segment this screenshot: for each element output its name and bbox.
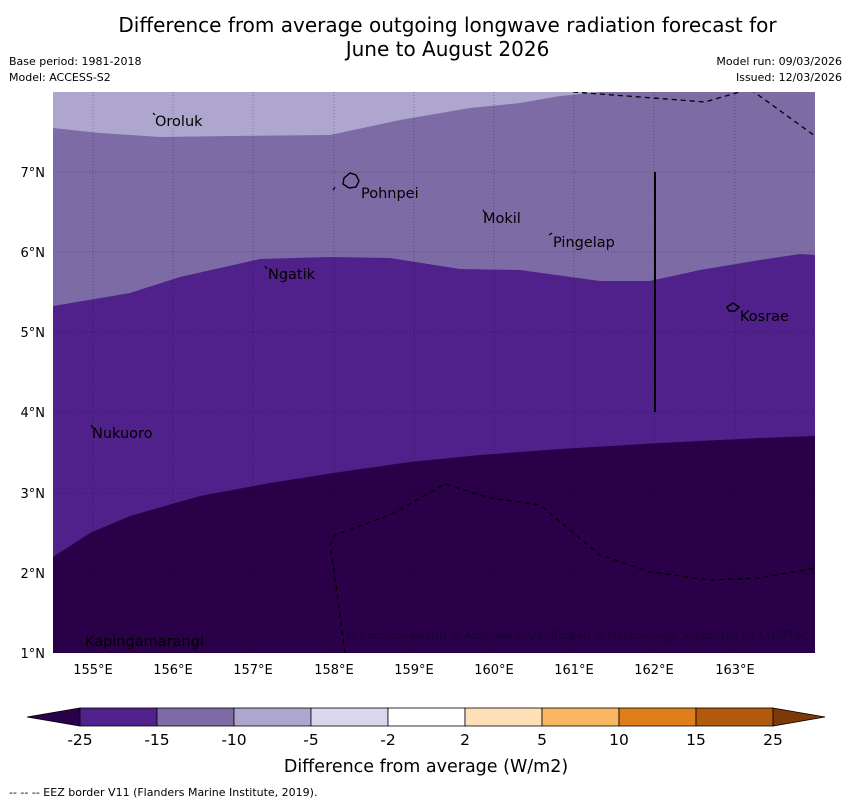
- colorbar-cell-9: [695, 707, 774, 727]
- lon-tick-161e: 161°E: [554, 663, 594, 678]
- colorbar-tick-3: -5: [303, 731, 318, 749]
- colorbar-tick-4: -2: [380, 731, 395, 749]
- mokil-marker: [482, 209, 486, 214]
- model-name: Model: ACCESS-S2: [9, 71, 111, 84]
- eez-border-south: [329, 483, 815, 653]
- lon-tick-160e: 160°E: [474, 663, 514, 678]
- colorbar-cell-2: [156, 707, 235, 727]
- map-area: Oroluk Pohnpei Mokil Pingelap Ngatik Kos…: [53, 92, 815, 653]
- region-below-minus25: [53, 436, 815, 653]
- lat-tick-labels: 7°N 6°N 5°N 4°N 3°N 2°N 1°N: [21, 166, 46, 662]
- place-label-kosrae: Kosrae: [740, 309, 789, 325]
- colorbar-tick-0: -25: [67, 731, 92, 749]
- title-line-1: Difference from average outgoing longwav…: [118, 13, 777, 37]
- lon-tick-157e: 157°E: [233, 663, 273, 678]
- ant-atoll-marker: [332, 186, 336, 191]
- lat-tick-4n: 4°N: [21, 406, 46, 421]
- oroluk-marker: [152, 112, 156, 116]
- colorbar-cell-low-extend: [26, 707, 81, 727]
- colorbar-tick-5: 2: [460, 731, 470, 749]
- lon-tick-163e: 163°E: [715, 663, 755, 678]
- title-line-2: June to August 2026: [345, 37, 550, 61]
- lat-tick-7n: 7°N: [21, 166, 46, 181]
- lon-tick-labels: 155°E 156°E 157°E 158°E 159°E 160°E 161°…: [73, 663, 755, 678]
- model-run: Model run: 09/03/2026: [716, 55, 842, 68]
- colorbar-tick-1: -15: [144, 731, 169, 749]
- colorbar-cell-7: [541, 707, 620, 727]
- pingelap-marker: [548, 232, 553, 236]
- colorbar-cell-high-extend: [772, 707, 826, 727]
- lat-tick-5n: 5°N: [21, 326, 46, 341]
- place-label-pohnpei: Pohnpei: [361, 186, 419, 202]
- place-label-pingelap: Pingelap: [553, 235, 615, 251]
- ngatik-marker: [264, 265, 268, 270]
- place-label-nukuoro: Nukuoro: [92, 426, 153, 442]
- lon-tick-158e: 158°E: [314, 663, 354, 678]
- colorbar-tick-8: 15: [686, 731, 706, 749]
- colorbar-tick-6: 5: [537, 731, 547, 749]
- colorbar: -25 -15 -10 -5 -2 2 5 10 15 25 Differenc…: [26, 707, 826, 777]
- colorbar-cell-8: [618, 707, 697, 727]
- pohnpei-island: [342, 172, 360, 189]
- base-period: Base period: 1981-2018: [9, 55, 142, 68]
- colorbar-cell-3: [233, 707, 312, 727]
- meta-right: Model run: 09/03/2026 Issued: 12/03/2026: [716, 54, 842, 86]
- kosrae-island: [726, 302, 741, 312]
- place-label-mokil: Mokil: [483, 211, 521, 227]
- lon-tick-156e: 156°E: [153, 663, 193, 678]
- map-title: Difference from average outgoing longwav…: [0, 13, 850, 61]
- lat-tick-6n: 6°N: [21, 246, 46, 261]
- colorbar-tick-2: -10: [221, 731, 246, 749]
- lon-tick-159e: 159°E: [394, 663, 434, 678]
- place-label-oroluk: Oroluk: [155, 114, 203, 130]
- lat-tick-2n: 2°N: [21, 567, 46, 582]
- lat-tick-3n: 3°N: [21, 487, 46, 502]
- meta-left: Base period: 1981-2018 Model: ACCESS-S2: [9, 54, 141, 86]
- nukuoro-marker: [90, 424, 94, 429]
- colorbar-tick-7: 10: [609, 731, 629, 749]
- colorbar-cell-1: [79, 707, 158, 727]
- colorbar-tick-9: 25: [763, 731, 783, 749]
- lon-tick-162e: 162°E: [634, 663, 674, 678]
- place-label-kapingamarangi: Kapingamarangi: [85, 634, 204, 650]
- place-label-ngatik: Ngatik: [268, 267, 316, 283]
- colorbar-label: Difference from average (W/m2): [284, 757, 568, 777]
- issued-date: Issued: 12/03/2026: [735, 71, 842, 84]
- colorbar-cell-4: [310, 707, 389, 727]
- eez-borders: [329, 92, 815, 653]
- eez-footnote: -- -- -- EEZ border V11 (Flanders Marine…: [9, 786, 318, 799]
- colorbar-cell-6: [464, 707, 543, 727]
- colorbar-ticks: -25 -15 -10 -5 -2 2 5 10 15 25: [67, 731, 783, 749]
- lon-tick-155e: 155°E: [73, 663, 113, 678]
- lat-tick-1n: 1°N: [21, 647, 46, 662]
- copyright-text: © Commonwealth of Australia 2026, Bureau…: [345, 629, 808, 642]
- colorbar-cell-5: [387, 707, 466, 727]
